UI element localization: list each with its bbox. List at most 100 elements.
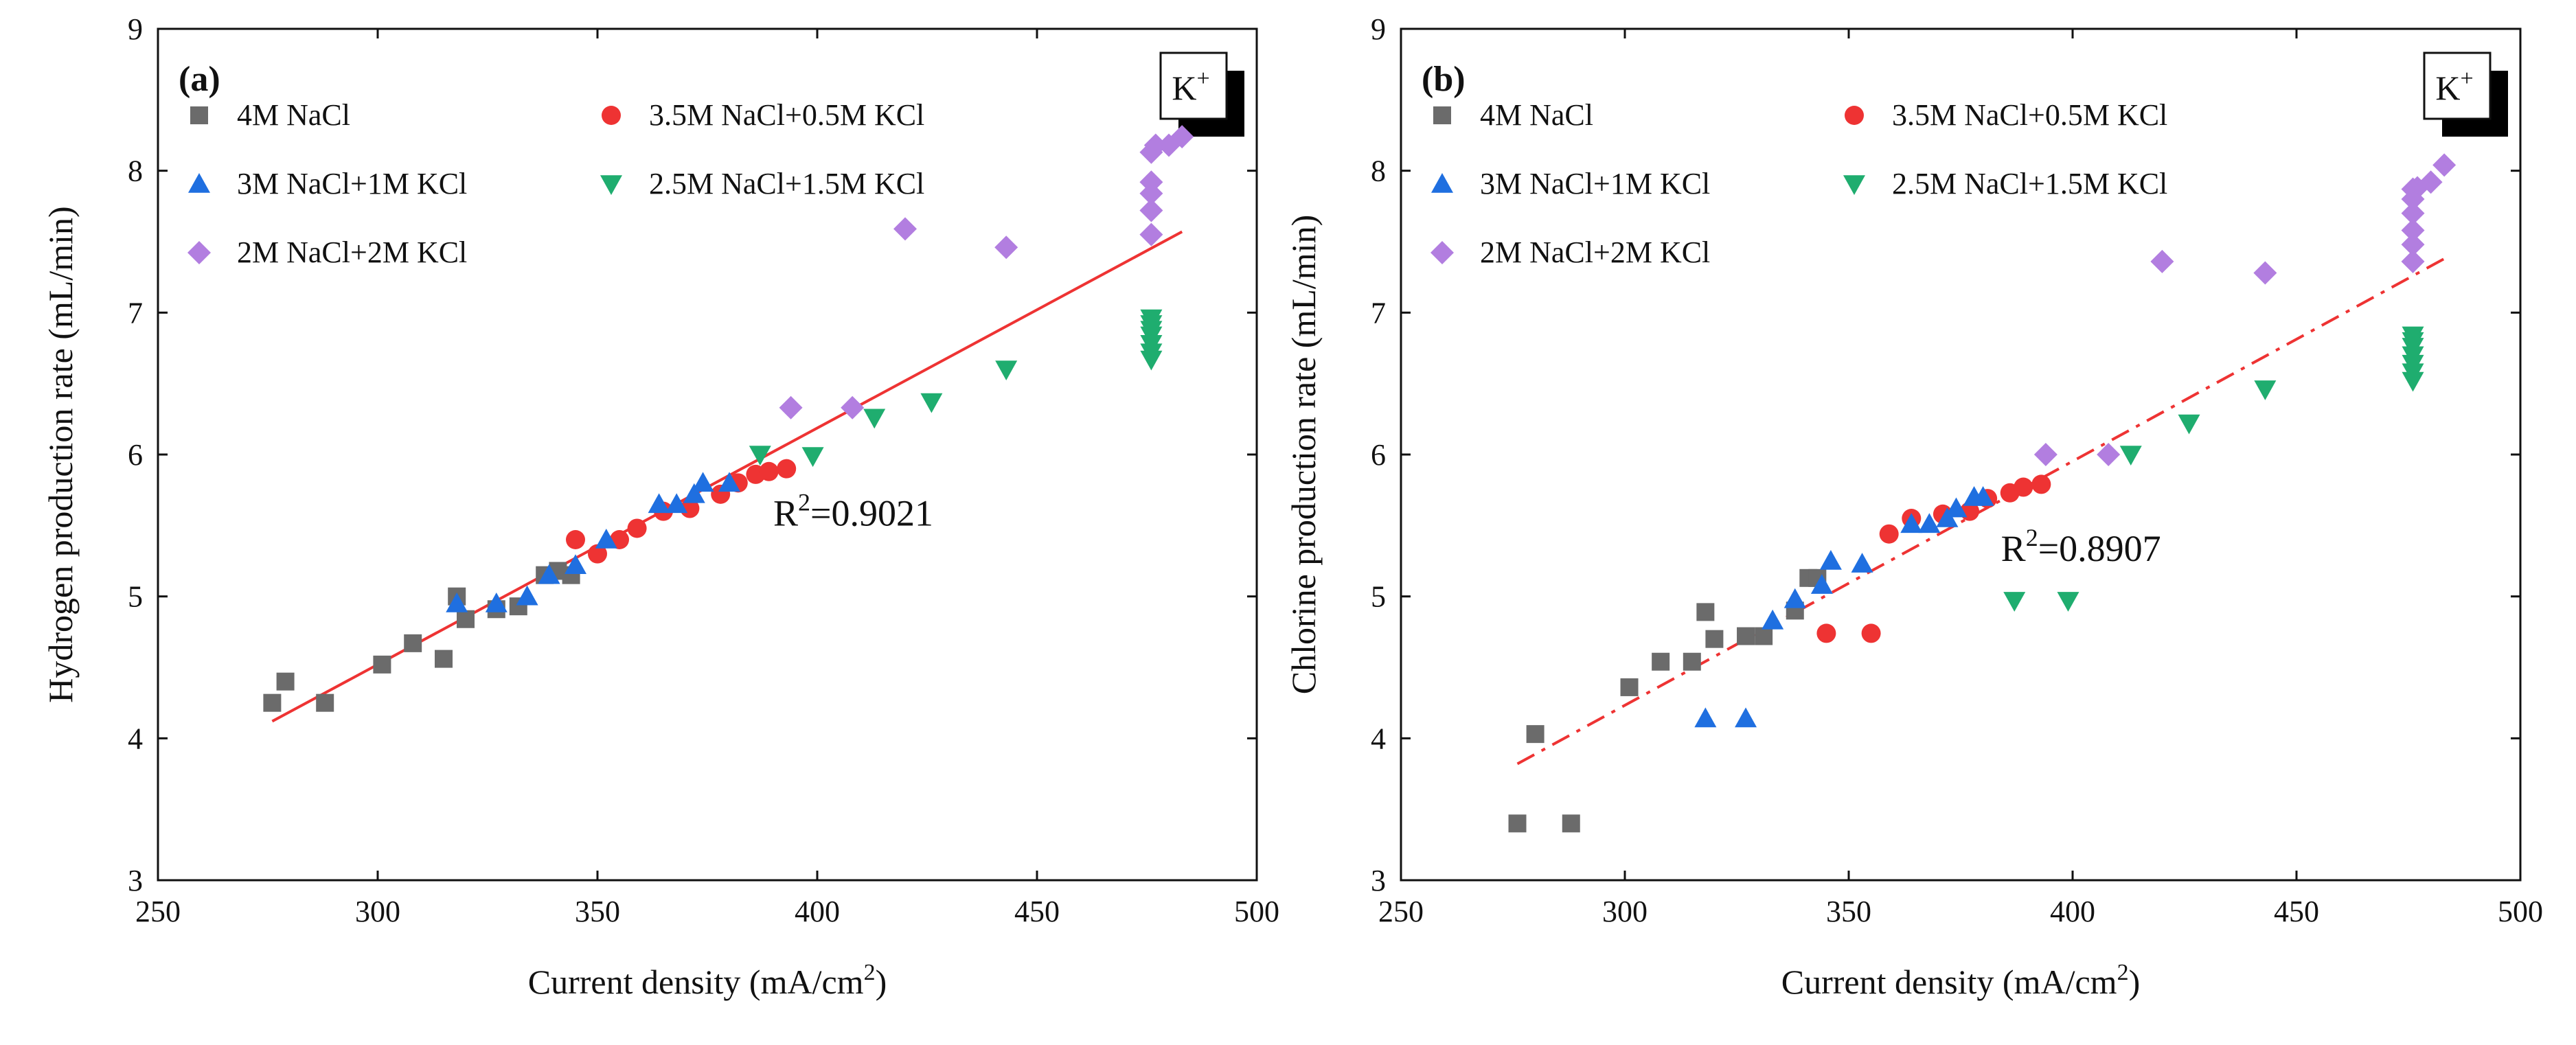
panel-label: (b) xyxy=(1422,60,1466,99)
x-axis-label-suffix: ) xyxy=(2129,963,2141,1001)
data-point xyxy=(263,693,282,712)
legend-label: 4M NaCl xyxy=(237,98,350,132)
data-point xyxy=(435,650,453,668)
ion-badge-label: K+ xyxy=(2435,66,2473,107)
data-point xyxy=(2254,380,2277,400)
data-point xyxy=(2401,233,2425,257)
y-tick-label: 7 xyxy=(128,296,143,330)
x-tick-label: 450 xyxy=(2274,895,2319,928)
data-point xyxy=(1762,609,1784,630)
data-point xyxy=(566,530,585,549)
data-point xyxy=(893,217,917,241)
x-tick-label: 400 xyxy=(2050,895,2095,928)
data-point xyxy=(1143,133,1167,157)
r-squared-sup: 2 xyxy=(2026,524,2038,551)
ion-badge-base: K xyxy=(1172,69,1196,107)
legend-marker xyxy=(1845,106,1864,125)
x-axis-label-sup: 2 xyxy=(864,960,876,985)
data-point xyxy=(1816,623,1836,643)
ion-badge-label: K+ xyxy=(1172,66,1209,107)
series-2 xyxy=(1694,486,1994,728)
data-point xyxy=(1900,513,1923,533)
data-point xyxy=(863,409,886,429)
data-point xyxy=(485,593,508,612)
data-point xyxy=(588,544,607,564)
x-tick-label: 400 xyxy=(795,895,840,928)
legend-marker xyxy=(187,241,211,264)
y-tick-label: 5 xyxy=(1371,580,1386,614)
data-point xyxy=(1562,814,1580,833)
legend-label: 2.5M NaCl+1.5M KCl xyxy=(1892,167,2167,200)
x-tick-label: 300 xyxy=(355,895,400,928)
data-point xyxy=(627,518,647,538)
data-point xyxy=(1694,707,1717,728)
legend-marker xyxy=(188,173,210,193)
data-point xyxy=(648,493,670,514)
data-point xyxy=(404,634,422,652)
data-point xyxy=(759,461,779,481)
y-tick-label: 8 xyxy=(1371,154,1386,188)
data-point xyxy=(1819,550,1842,570)
data-point xyxy=(841,395,865,420)
data-point xyxy=(683,483,705,503)
data-point xyxy=(994,236,1018,260)
r-squared-label: R2=0.8907 xyxy=(2001,524,2161,569)
data-point xyxy=(595,529,617,549)
legend-label: 3M NaCl+1M KCl xyxy=(237,167,467,200)
series-3 xyxy=(749,309,1163,468)
y-tick-label: 9 xyxy=(128,12,143,46)
data-point xyxy=(2419,170,2443,194)
ion-badge-box xyxy=(2423,51,2492,120)
data-point xyxy=(276,672,295,691)
y-tick-label: 3 xyxy=(128,864,143,897)
x-axis-label: Current density (mA/cm2) xyxy=(528,960,887,1001)
y-tick-label: 6 xyxy=(128,438,143,472)
data-point xyxy=(1945,497,1968,518)
data-point xyxy=(718,472,740,492)
data-point xyxy=(692,472,714,492)
ion-badge-sup: + xyxy=(2460,66,2473,91)
x-axis-label-sup: 2 xyxy=(2117,960,2129,985)
series-3 xyxy=(2003,326,2424,612)
data-point xyxy=(2401,218,2425,242)
y-tick-label: 3 xyxy=(1371,864,1386,897)
data-point xyxy=(1851,553,1873,573)
data-point xyxy=(1652,652,1670,671)
y-tick-label: 4 xyxy=(128,722,143,755)
data-point xyxy=(1737,627,1755,645)
data-point xyxy=(2402,326,2424,347)
data-point xyxy=(446,593,468,612)
data-point xyxy=(2031,474,2051,494)
data-point xyxy=(1936,507,1959,527)
data-point xyxy=(1620,678,1639,696)
legend-marker xyxy=(190,106,208,124)
data-point xyxy=(2150,249,2174,273)
x-tick-label: 350 xyxy=(575,895,620,928)
data-point xyxy=(1735,707,1757,728)
x-tick-label: 250 xyxy=(135,895,181,928)
r-squared-base: R xyxy=(2001,528,2026,569)
legend-marker xyxy=(1431,241,1454,264)
data-point xyxy=(749,446,771,466)
data-point xyxy=(1972,486,1994,506)
data-point xyxy=(1783,588,1806,608)
y-axis-label: Hydrogen production rate (mL/min) xyxy=(41,206,80,702)
legend-label: 3M NaCl+1M KCl xyxy=(1480,167,1710,200)
data-point xyxy=(565,554,586,574)
x-tick-label: 350 xyxy=(1826,895,1871,928)
data-point xyxy=(920,393,943,413)
x-tick-label: 250 xyxy=(1378,895,1424,928)
data-point xyxy=(1755,627,1773,645)
r-squared-label: R2=0.9021 xyxy=(773,488,933,533)
data-point xyxy=(665,493,688,514)
y-tick-label: 5 xyxy=(128,580,143,614)
data-point xyxy=(2432,153,2457,177)
series-4 xyxy=(779,125,1194,420)
data-point xyxy=(2178,414,2200,435)
series-4 xyxy=(2033,153,2457,466)
data-point xyxy=(995,360,1018,380)
x-tick-label: 300 xyxy=(1602,895,1648,928)
fit-line xyxy=(1516,257,2446,766)
legend-label: 4M NaCl xyxy=(1480,98,1593,132)
data-point xyxy=(1170,125,1194,149)
